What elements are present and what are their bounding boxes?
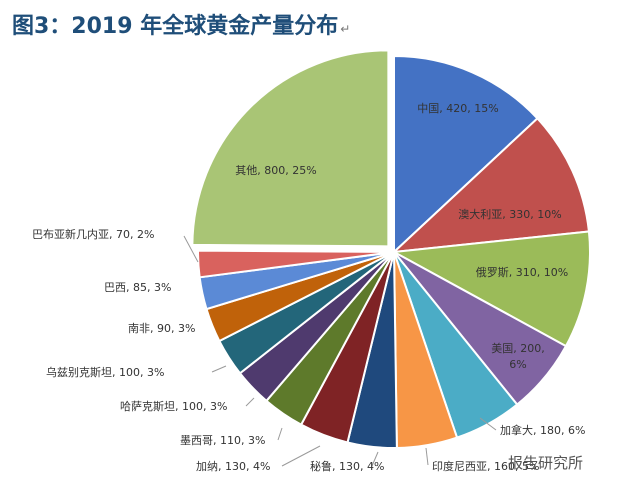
data-label-10: 乌兹别克斯坦, 100, 3% <box>46 365 164 379</box>
data-label-5: 印度尼西亚, 160, 5% <box>432 459 539 473</box>
leader-line-9 <box>245 397 255 407</box>
data-label-9: 哈萨克斯坦, 100, 3% <box>120 399 227 413</box>
leader-line-6 <box>371 451 379 467</box>
data-label-4: 加拿大, 180, 6% <box>500 423 585 437</box>
leader-line-4 <box>479 417 497 431</box>
data-label-7: 加纳, 130, 4% <box>196 460 270 473</box>
leader-line-8 <box>277 427 283 441</box>
return-mark: ↵ <box>340 22 351 36</box>
data-label-8: 墨西哥, 110, 3% <box>180 434 265 447</box>
chart-title-text: 图3：2019 年全球黄金产量分布 <box>12 14 339 39</box>
watermark-text: 报告研究所 <box>508 454 584 472</box>
leader-line-7 <box>281 445 321 467</box>
pie-slice-2 <box>390 230 591 348</box>
pie-slice-0 <box>393 54 539 255</box>
pie-slice-14 <box>191 49 390 248</box>
data-label-6: 秘鲁, 130, 4% <box>310 459 384 473</box>
leader-line-10 <box>211 365 227 373</box>
data-label-12: 巴西, 85, 3% <box>104 281 171 294</box>
data-label-1: 澳大利亚, 330, 10% <box>458 207 561 221</box>
pie-slice-1 <box>391 116 591 254</box>
data-label-3: 美国, 200, 6% <box>491 342 545 371</box>
data-label-14: 其他, 800, 25% <box>235 164 316 177</box>
leader-line-13 <box>183 235 199 263</box>
data-label-13: 巴布亚新几内亚, 70, 2% <box>32 227 154 241</box>
chart-title: 图3：2019 年全球黄金产量分布 ↵ <box>12 8 350 40</box>
data-label-0: 中国, 420, 15% <box>417 102 498 115</box>
data-label-2: 俄罗斯, 310, 10% <box>476 266 568 279</box>
leader-line-5 <box>425 447 429 466</box>
pie-slice-13 <box>197 249 395 279</box>
data-label-11: 南非, 90, 3% <box>128 322 195 335</box>
